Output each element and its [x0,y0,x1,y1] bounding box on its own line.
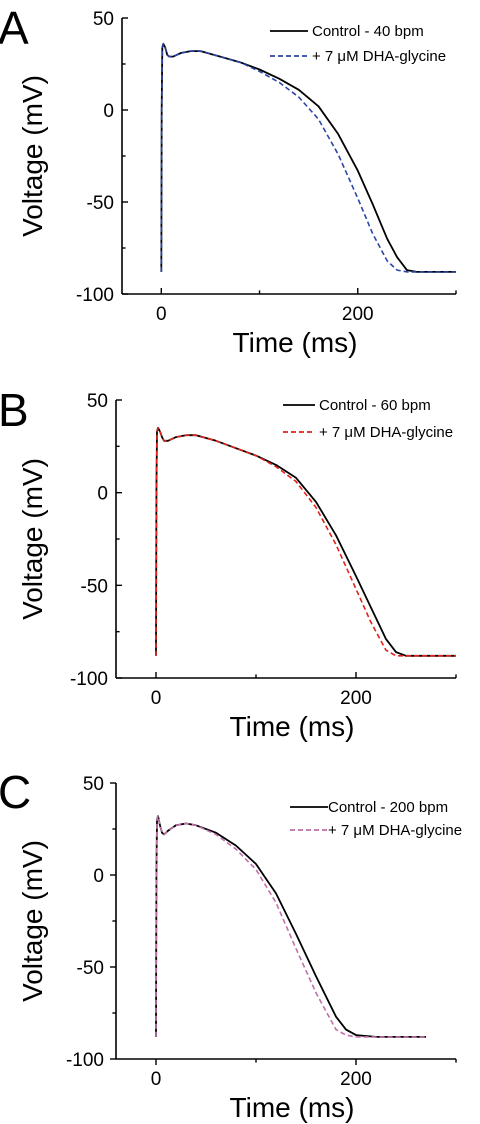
legend-label: + 7 μM DHA-glycine [312,48,446,65]
legend-label: Control - 60 bpm [319,397,431,414]
y-tick-label: 0 [103,101,114,122]
x-tick-label: 0 [151,688,162,709]
series-line-dha-glycine [155,426,456,657]
x-tick-label: 0 [151,1069,162,1090]
x-tick-label: 200 [340,1069,372,1090]
x-tick-label: 0 [156,304,167,325]
y-tick-label: -50 [87,193,114,214]
x-axis-title: Time (ms) [230,711,355,742]
y-axis-title: Voltage (mV) [17,75,48,237]
x-tick-label: 200 [342,304,374,325]
y-tick-label: 50 [87,391,108,412]
legend-label: Control - 200 bpm [328,799,448,816]
y-tick-label: 50 [93,9,114,30]
panel-letter: A [0,2,29,54]
y-tick-label: -100 [70,669,108,690]
legend-label: + 7 μM DHA-glycine [319,424,453,441]
x-axis-title: Time (ms) [233,327,358,358]
x-axis-title: Time (ms) [230,1092,355,1123]
y-axis-title: Voltage (mV) [17,458,48,620]
panel-letter: C [0,766,31,818]
x-tick-label: 200 [340,688,372,709]
panel-letter: B [0,384,29,436]
y-axis-title: Voltage (mV) [17,840,48,1002]
y-tick-label: 50 [83,774,104,795]
legend-label: Control - 40 bpm [312,23,424,40]
y-tick-label: -100 [66,1050,104,1071]
y-tick-label: -100 [76,285,114,306]
y-tick-label: 0 [97,484,108,505]
y-tick-label: -50 [77,958,104,979]
series-line-dha-glycine [155,815,426,1038]
y-tick-label: 0 [93,866,104,887]
series-line-dha-glycine [160,42,456,273]
y-tick-label: -50 [81,576,108,597]
legend-label: + 7 μM DHA-glycine [328,822,462,839]
